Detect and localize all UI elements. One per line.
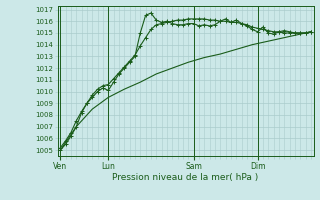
X-axis label: Pression niveau de la mer( hPa ): Pression niveau de la mer( hPa ) — [112, 173, 259, 182]
